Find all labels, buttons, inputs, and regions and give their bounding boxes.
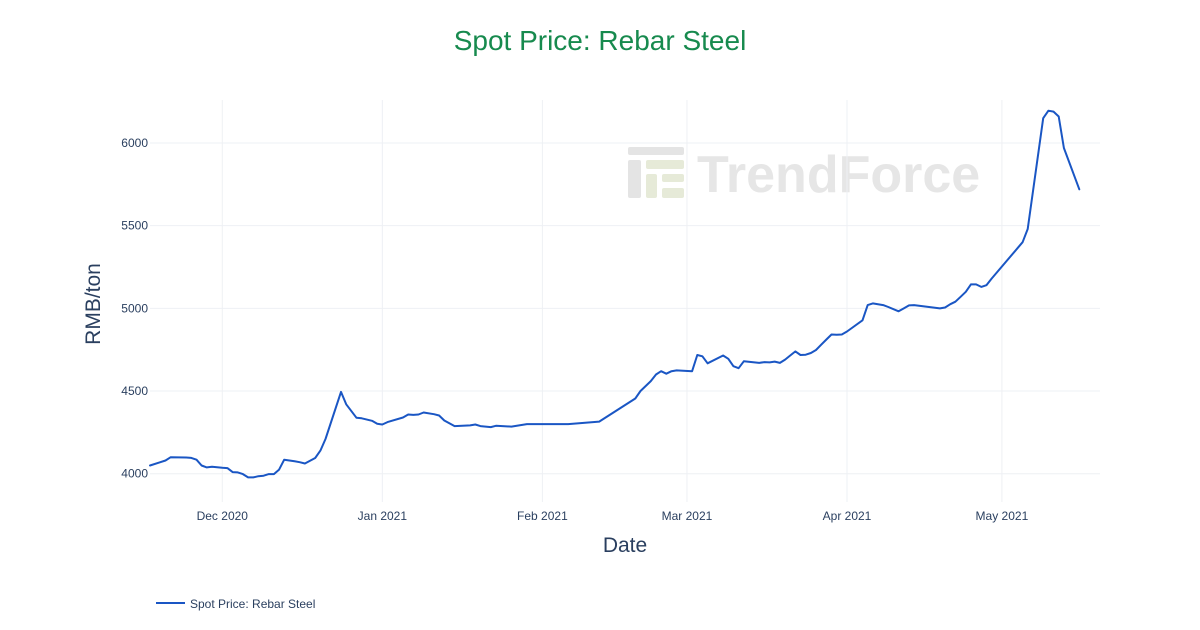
trendforce-wordmark: TrendForce bbox=[697, 146, 980, 204]
x-tick-label: Dec 2020 bbox=[197, 509, 249, 523]
x-tick-label: May 2021 bbox=[976, 509, 1029, 523]
series-line-rebar-steel[interactable] bbox=[149, 109, 1081, 479]
y-tick-label: 6000 bbox=[121, 136, 148, 150]
trendforce-watermark: TrendForce bbox=[628, 146, 980, 204]
x-tick-label: Mar 2021 bbox=[662, 509, 713, 523]
x-tick-label: Apr 2021 bbox=[823, 509, 872, 523]
chart-title: Spot Price: Rebar Steel bbox=[454, 25, 747, 56]
y-tick-label: 4000 bbox=[121, 467, 148, 481]
x-axis-tick-labels: Dec 2020 Jan 2021 Feb 2021 Mar 2021 Apr 2021… bbox=[197, 509, 1029, 523]
y-tick-label: 5500 bbox=[121, 219, 148, 233]
x-axis-title: Date bbox=[603, 534, 647, 557]
y-tick-label: 5000 bbox=[121, 301, 148, 315]
plot-area bbox=[149, 109, 1081, 479]
y-axis-tick-labels: 4000 4500 5000 5500 6000 bbox=[121, 136, 148, 481]
legend-item-label[interactable]: Spot Price: Rebar Steel bbox=[190, 597, 315, 611]
x-tick-label: Feb 2021 bbox=[517, 509, 568, 523]
y-axis-title: RMB/ton bbox=[82, 263, 105, 345]
y-tick-label: 4500 bbox=[121, 384, 148, 398]
trendforce-logo-icon bbox=[628, 147, 684, 198]
legend[interactable]: Spot Price: Rebar Steel bbox=[156, 597, 315, 611]
x-tick-label: Jan 2021 bbox=[358, 509, 408, 523]
